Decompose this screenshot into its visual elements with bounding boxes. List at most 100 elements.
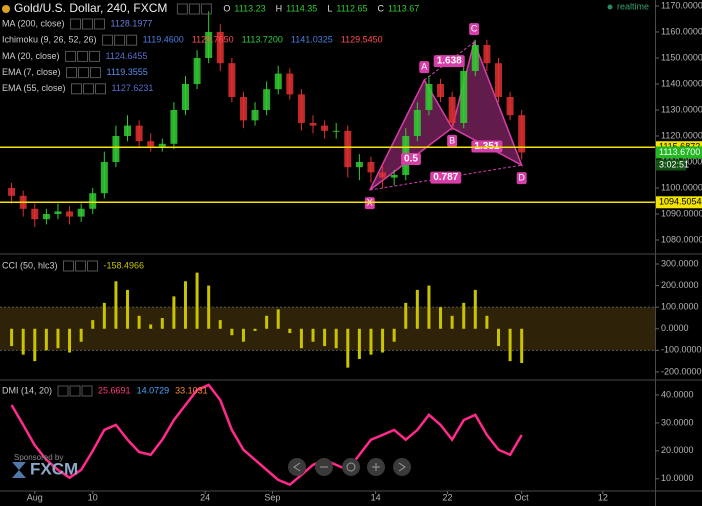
indicator-name: EMA (7, close) [2, 67, 61, 77]
cci-band [0, 307, 655, 351]
cci-bar [381, 328, 385, 353]
x-tick-label: 22 [442, 492, 452, 502]
last-price-tag [656, 146, 702, 159]
candle-body [193, 57, 201, 84]
y-tick-label: 1140.0000 [661, 78, 702, 88]
ohlc-value: 1113.23 [234, 3, 265, 13]
cci-bar [91, 320, 95, 329]
reset-button[interactable] [342, 458, 360, 476]
y-tick-label: 0.0000 [661, 323, 689, 333]
candle-body [228, 63, 236, 97]
candle-body [147, 141, 155, 147]
settings-icon[interactable] [89, 50, 101, 62]
settings-icon[interactable] [126, 34, 138, 46]
settings-icon[interactable] [188, 3, 200, 15]
settings-icon[interactable] [83, 83, 95, 95]
cci-bar [21, 328, 25, 355]
cci-bar [462, 302, 466, 329]
indicator-value: 1128.1977 [111, 18, 153, 28]
indicator-name: MA (20, close) [2, 51, 60, 61]
settings-icon[interactable] [78, 67, 90, 79]
cci-bar [346, 328, 350, 368]
y-tick-label: 1090.0000 [661, 208, 702, 218]
indicator-name: DMI (14, 20) [2, 385, 52, 395]
settings-icon[interactable] [94, 18, 106, 30]
x-tick-label: Aug [27, 492, 43, 502]
cci-bar [44, 328, 48, 351]
indicator-value: 1141.0325 [291, 35, 333, 45]
candle-body [205, 31, 213, 58]
settings-icon[interactable] [69, 385, 81, 397]
candle-body [367, 161, 375, 173]
settings-icon[interactable] [57, 385, 69, 397]
settings-icon[interactable] [95, 83, 107, 95]
settings-icon[interactable] [75, 260, 87, 272]
indicator-value: 1113.7200 [242, 35, 283, 45]
y-tick-label: 20.0000 [661, 445, 694, 455]
scroll-left-button[interactable] [288, 458, 306, 476]
settings-icon[interactable] [81, 385, 93, 397]
pattern-point-label: D [518, 172, 525, 182]
indicator-value: 1119.3555 [107, 67, 148, 77]
cci-bar [439, 307, 443, 329]
settings-icon[interactable] [66, 67, 78, 79]
candle-body [216, 31, 224, 64]
cci-bar [33, 328, 37, 362]
toolbar [288, 458, 411, 476]
settings-icon[interactable] [65, 50, 77, 62]
settings-icon[interactable] [102, 34, 114, 46]
candle-body [77, 208, 85, 217]
settings-icon[interactable] [77, 50, 89, 62]
settings-icon[interactable] [71, 83, 83, 95]
cci-bar [160, 317, 164, 329]
settings-icon[interactable] [70, 18, 82, 30]
candle-body [263, 89, 271, 110]
y-tick-label: 1170.0000 [661, 0, 702, 10]
settings-icon[interactable] [63, 260, 75, 272]
cci-bar [56, 328, 60, 349]
indicator-value: 1119.4600 [143, 35, 184, 45]
cci-bar [473, 289, 477, 329]
scroll-right-button[interactable] [393, 458, 411, 476]
x-tick-label: Sep [264, 492, 280, 502]
settings-icon[interactable] [90, 67, 102, 79]
cci-bar [299, 328, 303, 349]
pattern-point-label: C [471, 23, 478, 33]
icon [346, 462, 356, 472]
pattern-point-label: B [449, 135, 455, 145]
candle-body [297, 94, 305, 123]
settings-icon[interactable] [114, 34, 126, 46]
candle-body [494, 63, 502, 97]
symbol-icon [2, 5, 10, 13]
cci-bar [79, 328, 83, 342]
candle-body [274, 73, 282, 90]
cci-bar [288, 328, 292, 334]
cci-bar [172, 296, 176, 329]
ohlc-key: H [276, 3, 283, 13]
pattern-point-box [447, 134, 458, 147]
ratio-label-box [401, 153, 421, 166]
indicator-name: Ichimoku (9, 26, 52, 26) [2, 35, 97, 45]
settings-icon[interactable] [176, 3, 188, 15]
indicator-value: 1124.6455 [106, 51, 148, 61]
y-tick-label: -100.0000 [661, 345, 702, 355]
icon [293, 462, 301, 472]
icon [372, 463, 380, 471]
pattern-point-box [419, 61, 430, 74]
cci-bar [496, 328, 500, 347]
cci-bar [415, 289, 419, 329]
candle-body [332, 130, 340, 132]
cci-bar [485, 315, 489, 329]
ratio-label-box [433, 55, 465, 68]
settings-icon[interactable] [82, 18, 94, 30]
ratio-label: 0.5 [404, 154, 418, 165]
cci-bar [126, 289, 130, 329]
candle-body [251, 109, 259, 121]
x-tick-label: 12 [598, 492, 608, 502]
settings-icon[interactable] [200, 3, 212, 15]
indicator-value: 14.0729 [137, 385, 170, 395]
candle-body [286, 73, 294, 95]
cci-bar [427, 285, 431, 329]
settings-icon[interactable] [87, 260, 99, 272]
